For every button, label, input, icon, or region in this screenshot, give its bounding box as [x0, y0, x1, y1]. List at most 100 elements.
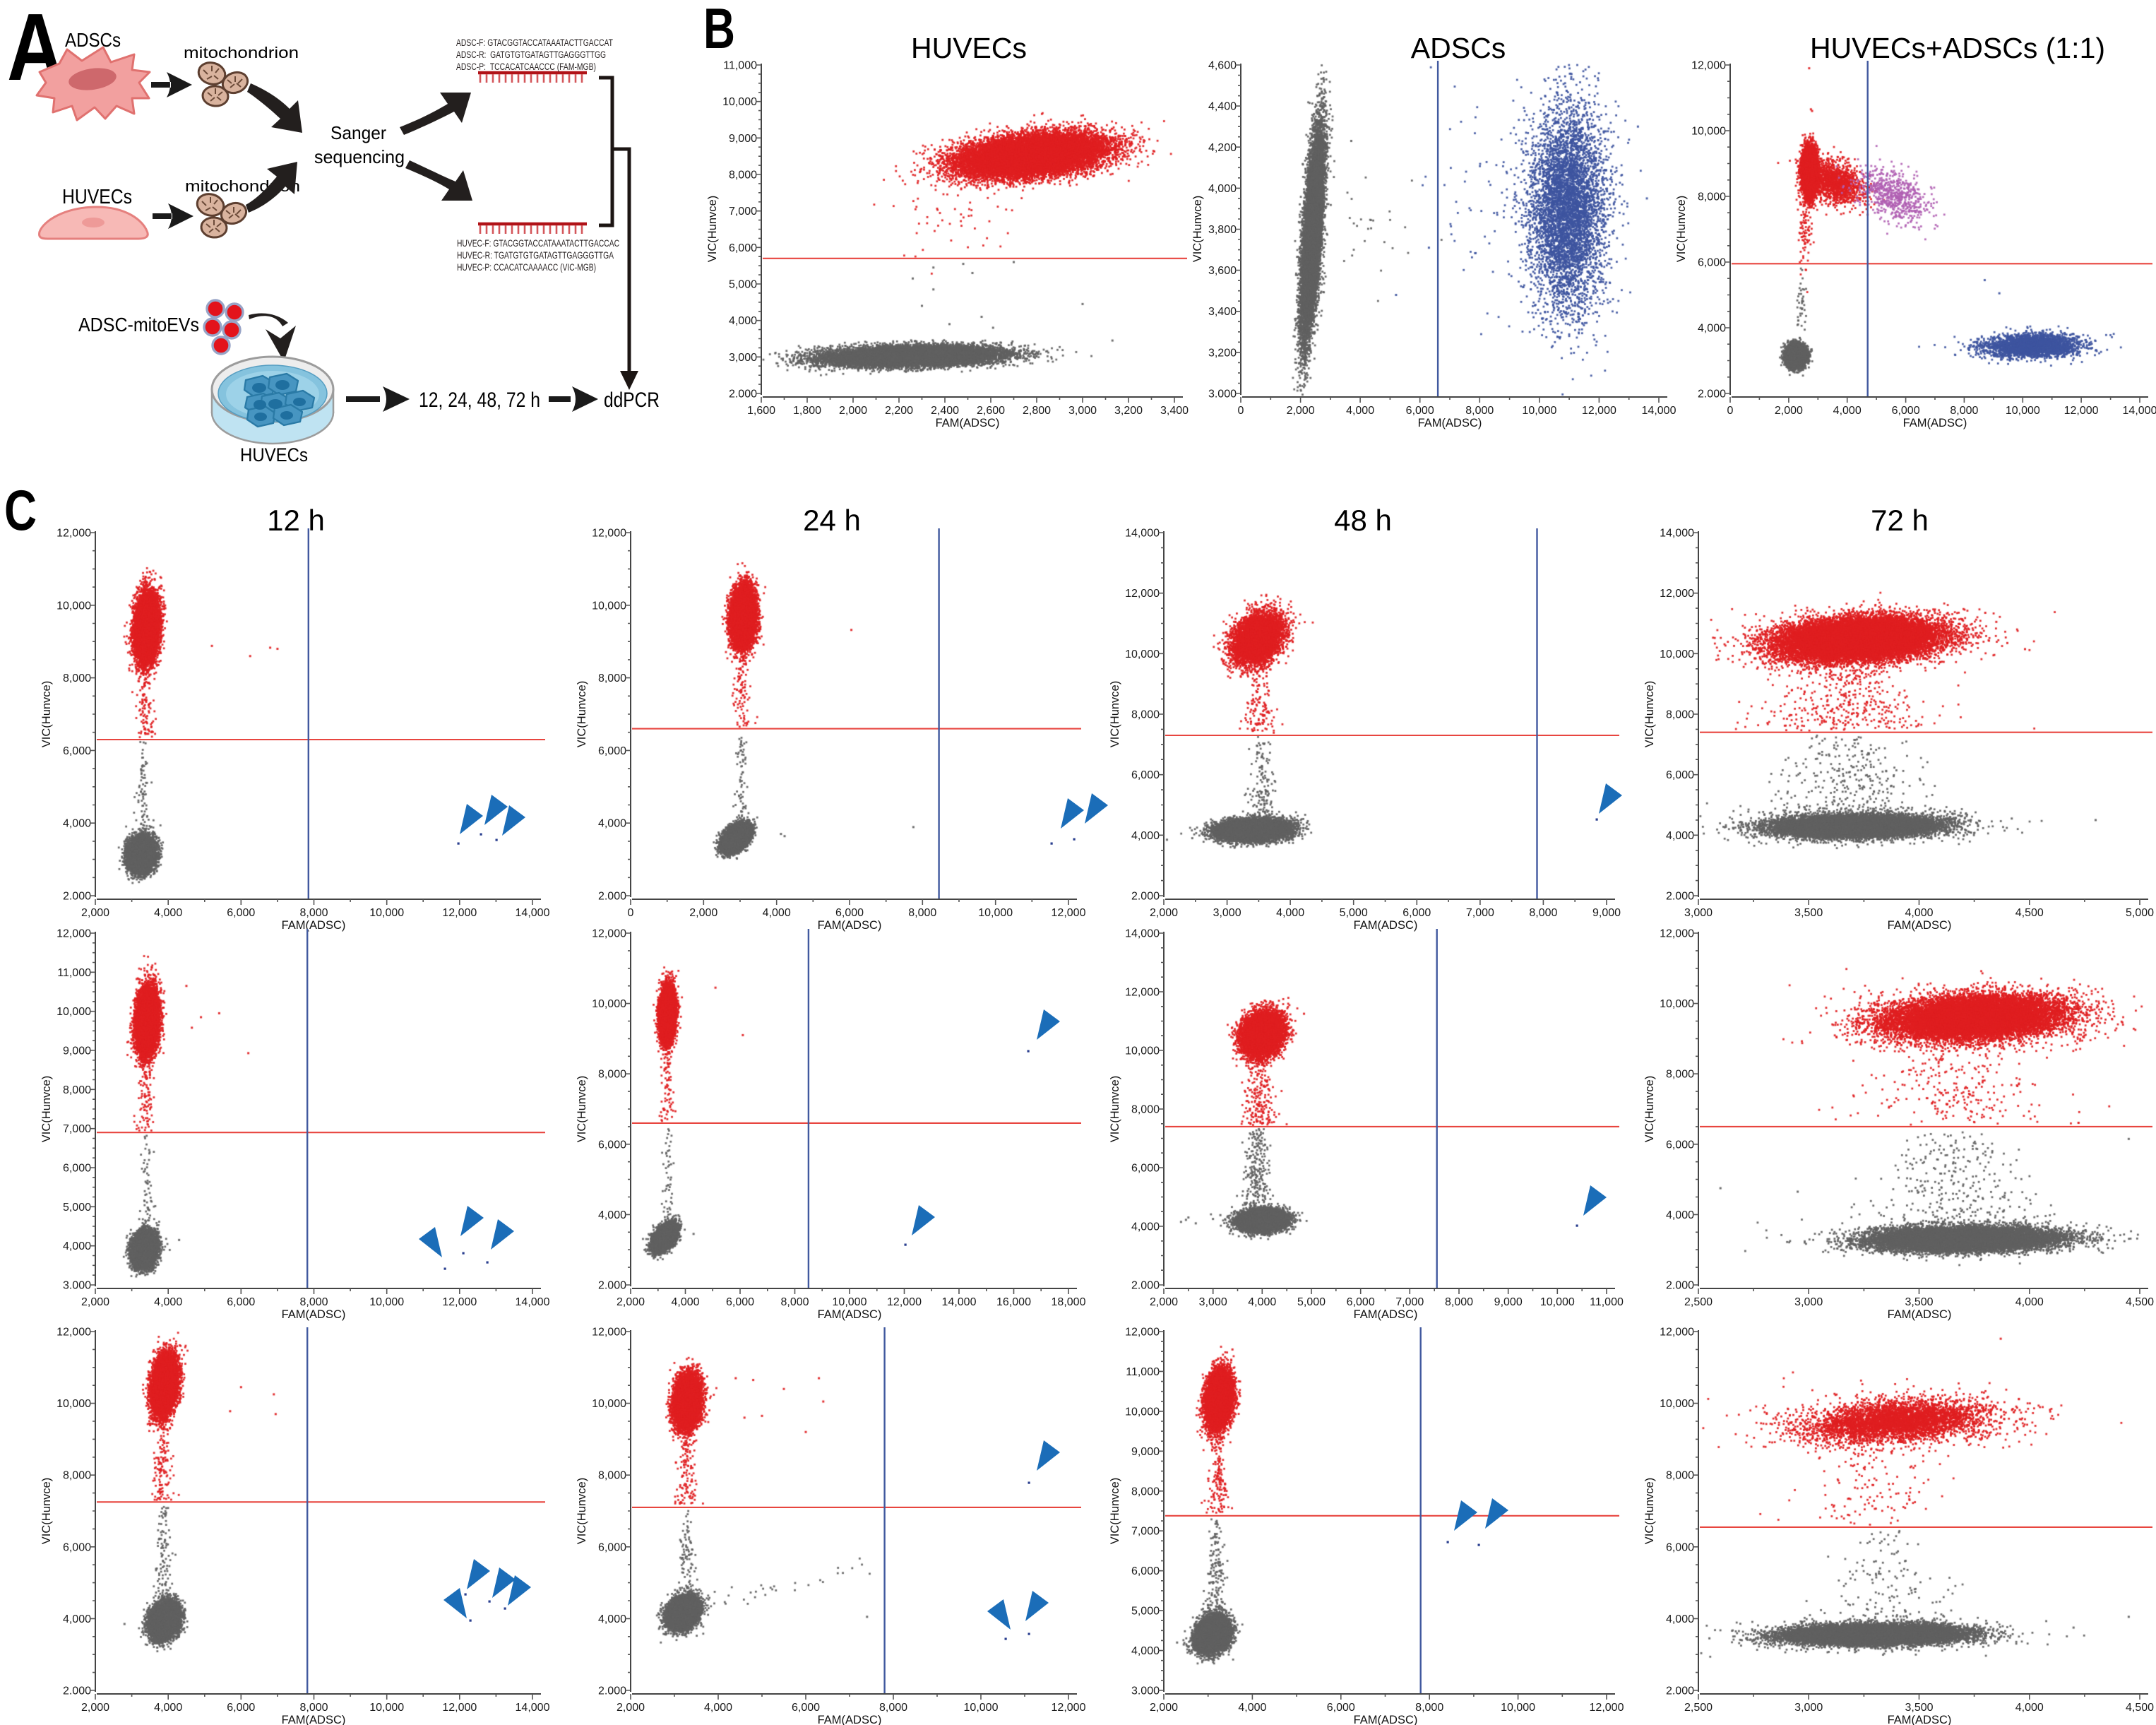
svg-text:14,000: 14,000 — [516, 1702, 550, 1714]
svg-text:11,000: 11,000 — [1126, 1366, 1160, 1378]
svg-text:8,000: 8,000 — [598, 1069, 626, 1081]
svg-text:8,000: 8,000 — [63, 1084, 91, 1096]
svg-text:5,000: 5,000 — [1131, 1606, 1160, 1618]
svg-text:3,500: 3,500 — [1905, 1702, 1933, 1714]
svg-text:ADSC-R: GATGTGTGATAGTTGAGGGTT: ADSC-R: GATGTGTGATAGTTGAGGGTTGG — [456, 49, 606, 60]
svg-text:12,000: 12,000 — [56, 528, 91, 540]
svg-text:11,000: 11,000 — [57, 967, 91, 979]
svg-text:2,000: 2,000 — [1150, 1296, 1178, 1308]
svg-text:10,000: 10,000 — [56, 1398, 91, 1410]
svg-text:3,000: 3,000 — [1068, 405, 1097, 417]
svg-text:9,000: 9,000 — [63, 1045, 91, 1057]
svg-text:4,500: 4,500 — [2126, 1296, 2154, 1308]
svg-text:mitochondrion: mitochondrion — [184, 44, 299, 61]
svg-text:12,000: 12,000 — [887, 1296, 922, 1308]
svg-text:VIC(Hunvce): VIC(Hunvce) — [40, 1076, 53, 1142]
svg-text:HUVECs: HUVECs — [911, 32, 1027, 64]
svg-text:2.000: 2.000 — [1666, 1280, 1694, 1292]
svg-text:10,000: 10,000 — [964, 1702, 999, 1714]
svg-text:2,000: 2,000 — [81, 907, 109, 919]
svg-text:ADSC-F: GTACGGTACCATAAATACTTGA: ADSC-F: GTACGGTACCATAAATACTTGACCAT — [456, 37, 613, 48]
svg-text:C: C — [4, 479, 37, 543]
svg-text:4,000: 4,000 — [1346, 405, 1374, 417]
svg-text:3.000: 3.000 — [63, 1280, 91, 1292]
svg-text:VIC(Hunvce): VIC(Hunvce) — [1643, 1076, 1656, 1142]
svg-text:12,000: 12,000 — [1052, 1702, 1086, 1714]
svg-text:10,000: 10,000 — [722, 96, 757, 108]
svg-text:10,000: 10,000 — [1125, 1045, 1160, 1057]
svg-text:6,000: 6,000 — [1131, 1565, 1160, 1577]
svg-text:4,000: 4,000 — [1131, 1645, 1160, 1657]
svg-text:2.000: 2.000 — [1131, 1280, 1160, 1292]
svg-text:2,000: 2,000 — [1775, 405, 1803, 417]
svg-text:sequencing: sequencing — [314, 146, 405, 167]
svg-text:3,400: 3,400 — [1208, 306, 1237, 318]
svg-text:8,000: 8,000 — [63, 1470, 91, 1482]
svg-text:FAM(ADSC): FAM(ADSC) — [1354, 919, 1418, 932]
svg-text:12,000: 12,000 — [442, 1296, 477, 1308]
svg-text:4,000: 4,000 — [63, 818, 91, 830]
svg-text:2.000: 2.000 — [729, 389, 757, 401]
svg-text:10,000: 10,000 — [56, 1006, 91, 1018]
svg-text:14,000: 14,000 — [1642, 405, 1676, 417]
svg-text:12,000: 12,000 — [1125, 987, 1160, 999]
svg-text:5,000: 5,000 — [729, 279, 757, 291]
svg-text:FAM(ADSC): FAM(ADSC) — [282, 1308, 346, 1321]
svg-text:12,000: 12,000 — [56, 928, 91, 940]
svg-text:4,000: 4,000 — [1666, 1613, 1694, 1625]
svg-text:10,000: 10,000 — [1660, 1398, 1694, 1410]
svg-text:10,000: 10,000 — [1125, 1406, 1160, 1418]
svg-text:8,000: 8,000 — [299, 1702, 328, 1714]
svg-text:HUVECs+ADSCs (1:1): HUVECs+ADSCs (1:1) — [1810, 32, 2105, 64]
svg-text:1,600: 1,600 — [747, 405, 775, 417]
svg-text:5,000: 5,000 — [1297, 1296, 1326, 1308]
svg-text:8,000: 8,000 — [1950, 405, 1978, 417]
svg-text:4,000: 4,000 — [1131, 830, 1160, 842]
svg-text:8,000: 8,000 — [598, 672, 626, 684]
svg-text:FAM(ADSC): FAM(ADSC) — [1903, 417, 1967, 429]
svg-text:7,000: 7,000 — [1131, 1526, 1160, 1538]
svg-text:10,000: 10,000 — [592, 1398, 626, 1410]
svg-text:3,500: 3,500 — [1905, 1296, 1933, 1308]
svg-text:FAM(ADSC): FAM(ADSC) — [1354, 1308, 1418, 1321]
svg-text:2,000: 2,000 — [81, 1702, 109, 1714]
svg-text:ADSC-P: TCCACATCAACCC (FAM-MG: ADSC-P: TCCACATCAACCC (FAM-MGB) — [456, 61, 596, 72]
svg-text:6,000: 6,000 — [1892, 405, 1920, 417]
svg-text:10,000: 10,000 — [2006, 405, 2040, 417]
svg-text:6,000: 6,000 — [1402, 907, 1431, 919]
svg-text:5,000: 5,000 — [63, 1202, 91, 1214]
svg-text:FAM(ADSC): FAM(ADSC) — [1888, 1714, 1952, 1725]
svg-text:0: 0 — [1727, 405, 1734, 417]
svg-text:12,000: 12,000 — [1691, 60, 1726, 72]
svg-text:4,000: 4,000 — [598, 818, 626, 830]
svg-text:10,000: 10,000 — [1501, 1702, 1535, 1714]
svg-text:6,000: 6,000 — [1666, 1541, 1694, 1553]
svg-text:B: B — [703, 0, 735, 61]
svg-text:6,000: 6,000 — [835, 907, 864, 919]
svg-text:6,000: 6,000 — [1406, 405, 1434, 417]
svg-text:VIC(Hunvce): VIC(Hunvce) — [1675, 196, 1688, 262]
svg-text:12,000: 12,000 — [592, 928, 626, 940]
svg-text:8,000: 8,000 — [1698, 191, 1726, 203]
svg-text:3,800: 3,800 — [1208, 224, 1237, 236]
svg-text:FAM(ADSC): FAM(ADSC) — [1354, 1714, 1418, 1725]
svg-text:8,000: 8,000 — [1131, 1486, 1160, 1498]
svg-text:12,000: 12,000 — [56, 1327, 91, 1339]
svg-text:4,000: 4,000 — [1208, 183, 1237, 195]
svg-text:FAM(ADSC): FAM(ADSC) — [936, 417, 1000, 429]
svg-text:FAM(ADSC): FAM(ADSC) — [282, 1714, 346, 1725]
svg-text:8,000: 8,000 — [1666, 1470, 1694, 1482]
svg-text:2.000: 2.000 — [1666, 891, 1694, 903]
svg-text:2.000: 2.000 — [1666, 1685, 1694, 1697]
svg-text:6,000: 6,000 — [598, 1139, 626, 1151]
svg-text:4,000: 4,000 — [671, 1296, 699, 1308]
svg-text:16,000: 16,000 — [996, 1296, 1031, 1308]
svg-text:4,500: 4,500 — [2015, 907, 2044, 919]
svg-text:6,000: 6,000 — [63, 745, 91, 757]
svg-text:FAM(ADSC): FAM(ADSC) — [818, 919, 882, 932]
svg-text:2,500: 2,500 — [1684, 1702, 1713, 1714]
svg-text:VIC(Hunvce): VIC(Hunvce) — [706, 196, 719, 262]
svg-text:12,000: 12,000 — [1125, 1327, 1160, 1339]
svg-text:2,000: 2,000 — [1150, 1702, 1178, 1714]
svg-text:4,000: 4,000 — [1248, 1296, 1276, 1308]
